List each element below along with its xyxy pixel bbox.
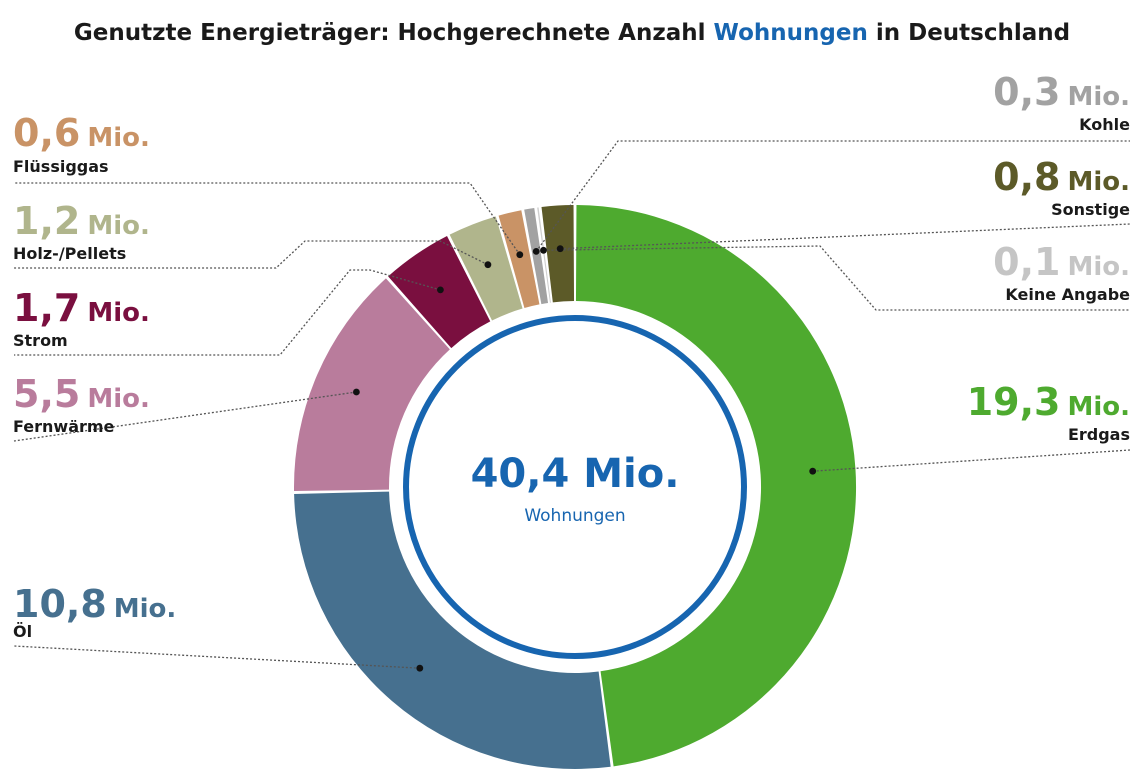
total-label: Wohnungen xyxy=(524,506,625,526)
leader-dot-keine-angabe xyxy=(540,246,547,254)
slice-holz-pellets xyxy=(449,216,523,321)
value-label-keine-angabe: 0,1 Mio. xyxy=(993,240,1130,284)
value-number-keine-angabe: 0,1 xyxy=(993,240,1060,284)
chart-title-suffix: in Deutschland xyxy=(868,20,1070,46)
leader-dot-fernwaerme xyxy=(353,388,360,396)
category-label-sonstige: Sonstige xyxy=(1051,200,1130,219)
category-label-fluessiggas: Flüssiggas xyxy=(13,157,109,176)
category-label-strom: Strom xyxy=(13,331,68,350)
value-unit-strom: Mio. xyxy=(87,298,150,328)
slice-fernwaerme xyxy=(294,278,450,492)
value-label-fernwaerme: 5,5 Mio. xyxy=(13,372,150,416)
leader-dot-erdgas xyxy=(809,467,817,475)
value-label-sonstige: 0,8 Mio. xyxy=(993,155,1130,199)
value-number-strom: 1,7 xyxy=(13,286,80,330)
value-unit-holz-pellets: Mio. xyxy=(87,211,150,241)
leader-dot-kohle xyxy=(532,248,540,255)
value-number-fernwaerme: 5,5 xyxy=(13,372,80,416)
leader-line-keine-angabe xyxy=(543,245,1130,311)
value-number-sonstige: 0,8 xyxy=(993,155,1060,199)
chart-title: Genutzte Energieträger: Hochgerechnete A… xyxy=(74,20,1070,46)
value-unit-sonstige: Mio. xyxy=(1067,167,1130,197)
value-number-erdgas: 19,3 xyxy=(967,380,1061,424)
leader-dot-oel xyxy=(416,664,424,672)
chart-title-highlight: Wohnungen xyxy=(714,20,868,46)
value-number-oel: 10,8 xyxy=(13,582,107,626)
category-label-erdgas: Erdgas xyxy=(1068,425,1130,444)
value-unit-fernwaerme: Mio. xyxy=(87,384,150,414)
slice-erdgas xyxy=(575,205,857,767)
leader-line-fernwaerme xyxy=(13,391,357,442)
value-unit-kohle: Mio. xyxy=(1067,82,1130,112)
slice-keine-angabe xyxy=(537,207,551,303)
category-label-fernwaerme: Fernwärme xyxy=(13,417,115,436)
value-unit-fluessiggas: Mio. xyxy=(87,123,150,153)
leader-lines xyxy=(13,140,1131,672)
leader-dot-fluessiggas xyxy=(516,251,524,259)
category-label-oel: Öl xyxy=(13,622,32,641)
total-value: 40,4 Mio. xyxy=(471,451,680,497)
leader-dot-strom xyxy=(437,286,444,294)
category-label-kohle: Kohle xyxy=(1079,115,1130,134)
value-unit-oel: Mio. xyxy=(114,594,177,624)
center-ring xyxy=(403,315,747,659)
category-label-holz-pellets: Holz-/Pellets xyxy=(13,244,126,263)
value-number-kohle: 0,3 xyxy=(993,70,1060,114)
value-label-erdgas: 19,3 Mio. xyxy=(967,380,1130,424)
slice-sonstige xyxy=(541,205,575,303)
leader-line-kohle xyxy=(535,140,1130,252)
value-label-fluessiggas: 0,6 Mio. xyxy=(13,111,150,155)
value-label-strom: 1,7 Mio. xyxy=(13,286,150,330)
leader-line-sonstige xyxy=(560,223,1131,250)
value-number-fluessiggas: 0,6 xyxy=(13,111,80,155)
leader-line-erdgas xyxy=(812,449,1131,472)
value-unit-erdgas: Mio. xyxy=(1067,392,1130,422)
leader-dot-holz-pellets xyxy=(484,261,492,269)
chart-title-prefix: Genutzte Energieträger: Hochgerechnete A… xyxy=(74,20,714,46)
value-number-holz-pellets: 1,2 xyxy=(13,199,80,243)
leader-line-fluessiggas xyxy=(14,182,521,256)
leader-dot-sonstige xyxy=(556,245,564,253)
value-label-oel: 10,8 Mio. xyxy=(13,582,176,626)
slice-oel xyxy=(294,491,611,770)
leader-line-strom xyxy=(14,269,441,356)
donut-slices xyxy=(294,205,857,770)
leader-line-holz-pellets xyxy=(14,240,489,269)
value-unit-keine-angabe: Mio. xyxy=(1067,252,1130,282)
value-label-kohle: 0,3 Mio. xyxy=(993,70,1130,114)
value-label-holz-pellets: 1,2 Mio. xyxy=(13,199,150,243)
slice-fluessiggas xyxy=(498,210,540,309)
slice-kohle xyxy=(524,207,549,305)
category-label-keine-angabe: Keine Angabe xyxy=(1005,285,1130,304)
